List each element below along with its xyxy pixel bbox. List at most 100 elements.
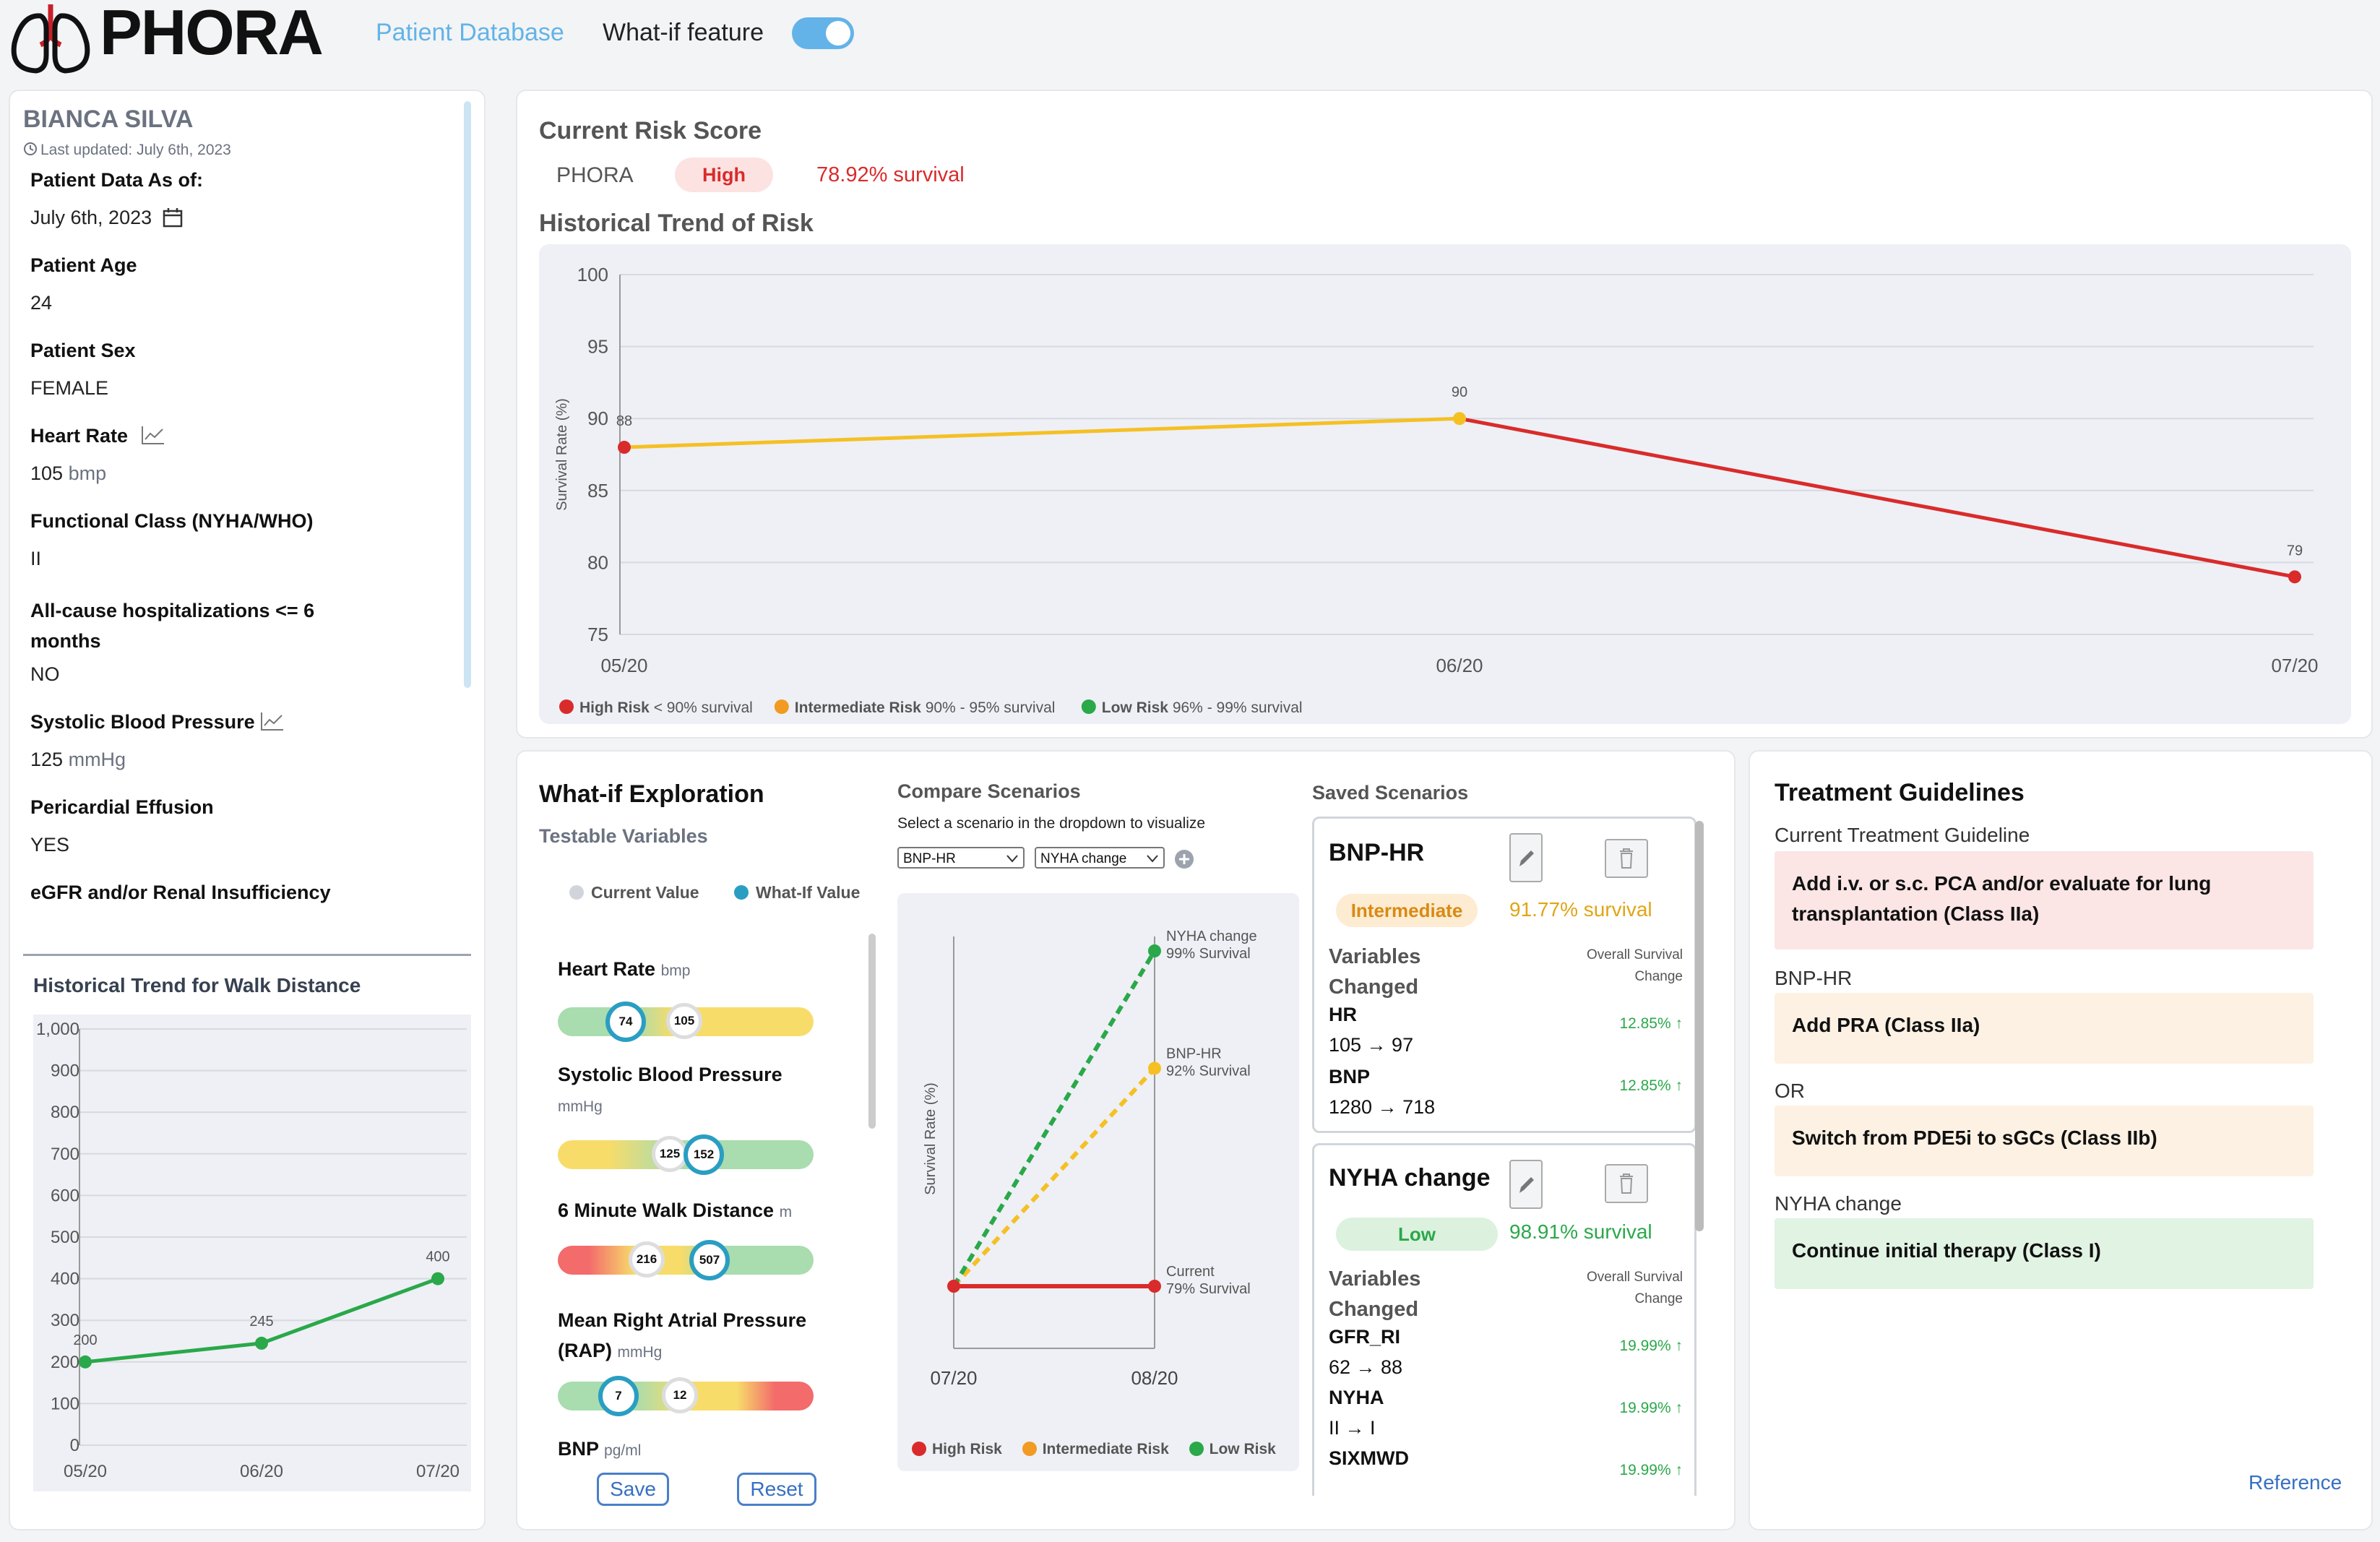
data-point [618,441,631,455]
legend-label: Intermediate Risk [1042,1441,1169,1457]
legend-dot [1081,699,1096,714]
patient-fields-scroll[interactable]: Patient Data As of: July 6th, 2023 Patie… [10,169,473,1022]
chevron-down-icon [1006,855,1018,863]
nyha-guideline: Continue initial therapy (Class I) [1775,1218,2314,1289]
whatif-handle[interactable]: 507 [689,1240,730,1280]
risk-level-badge: High [675,158,773,192]
survival-change-label: Overall Survival Change [1586,1270,1683,1306]
pericardial-value: YES [30,834,70,856]
current-handle[interactable]: 216 [629,1241,665,1278]
or-label: OR [1775,1080,1805,1102]
calendar-icon[interactable] [162,207,184,228]
y-tick-label: 100 [51,1394,79,1413]
rap-slider[interactable]: 12 7 [558,1376,814,1416]
variables-scrollbar[interactable] [868,934,876,1129]
walk-chart-area: 0 100 200 300 400 500 600 700 800 900 1,000 05/20 06… [33,1015,471,1491]
trend-chart-icon[interactable] [260,711,285,731]
current-dot [569,885,584,900]
add-scenario-icon[interactable] [1173,848,1195,870]
current-handle[interactable]: 12 [662,1377,698,1413]
bnp-guideline: Add PRA (Class IIa) [1775,993,2314,1064]
data-point [255,1336,268,1350]
data-point [1453,412,1466,426]
walk-distance-chart: 0 100 200 300 400 500 600 700 800 900 1,000 05/20 06… [36,1020,467,1481]
data-as-of-date: July 6th, 2023 [30,207,152,228]
scenario-survival-label: 92% Survival [1166,1063,1251,1079]
x-tick-label: 07/20 [930,1367,977,1389]
compare-chart-area: Survival Rate (%) 07/20 08/20 Current 79% Su… [897,893,1299,1471]
sex-value: FEMALE [30,377,109,399]
whatif-handle[interactable]: 152 [684,1134,724,1175]
variables-scroll[interactable]: Heart Rate bmp 105 74 Systolic Blood Pre… [517,925,893,1474]
delete-button[interactable] [1605,1164,1648,1203]
var-heart-rate-label: Heart Rate bmp [558,958,690,981]
delete-button[interactable] [1605,839,1648,878]
scenario-survival: 98.91% survival [1509,1220,1652,1243]
data-point [79,1355,92,1369]
legend-item-high: High Risk [912,1441,1002,1457]
scenario-level-badge: Low [1336,1218,1498,1251]
clock-icon [24,142,37,155]
scenario-card[interactable]: NYHA change Low 98.91% survival Variable… [1312,1143,1696,1496]
hospitalizations-label: All-cause hospitalizations <= 6 months [30,600,315,652]
var-change: 105 → 97 [1329,1034,1414,1056]
saved-scroll[interactable]: BNP-HR Intermediate 91.77% survival Vari… [1312,817,1702,1496]
scenario-select-1[interactable]: BNP-HR [897,847,1025,869]
scenario-card[interactable]: BNP-HR Intermediate 91.77% survival Vari… [1312,817,1696,1133]
var-sbp-unit: mmHg [558,1098,603,1115]
reset-button[interactable]: Reset [737,1473,816,1506]
y-tick-label: 80 [587,551,608,573]
walk-slider[interactable]: 216 507 [558,1240,814,1280]
patient-scrollbar[interactable] [464,101,471,688]
legend-dot [912,1442,926,1456]
current-legend-label: Current Value [591,883,699,902]
var-label: 6 Minute Walk Distance [558,1199,775,1221]
reference-link[interactable]: Reference [2249,1471,2342,1494]
y-tick-label: 85 [587,480,608,501]
compare-title: Compare Scenarios [897,780,1081,802]
whatif-handle[interactable]: 74 [605,1002,646,1042]
nav-patient-database[interactable]: Patient Database [376,19,564,46]
legend-label: High Risk [932,1441,1002,1457]
current-handle[interactable]: 105 [666,1003,702,1039]
risk-trend-title: Historical Trend of Risk [539,210,814,237]
legend-name: High Risk [579,699,654,716]
y-tick-label: 100 [577,264,608,285]
saved-scrollbar[interactable] [1695,821,1704,1231]
heart-rate-slider[interactable]: 105 74 [558,1002,814,1042]
save-button[interactable]: Save [597,1473,669,1506]
x-tick-label: 05/20 [64,1462,107,1481]
trash-icon [1620,848,1633,869]
whatif-handle[interactable]: 7 [598,1376,639,1416]
var-name: GFR_RI [1329,1326,1401,1348]
lungs-icon [11,4,90,74]
heart-rate-value: 105 bmp [30,462,106,485]
legend-dot [559,699,574,714]
whatif-subtitle: Testable Variables [539,825,708,847]
var-unit: m [779,1204,793,1220]
scenario-survival: 91.77% survival [1509,898,1652,921]
var-name: SIXMWD [1329,1447,1409,1469]
current-handle[interactable]: 125 [652,1136,688,1172]
legend-item-low: Low Risk [1189,1441,1276,1457]
whatif-legend-label: What-If Value [756,883,861,902]
x-tick-label: 08/20 [1131,1367,1178,1389]
whatif-title: What-if Exploration [539,780,764,808]
data-point [431,1272,444,1285]
scenario-end-point [1148,1280,1161,1293]
whatif-card: What-if Exploration Testable Variables C… [516,750,1736,1530]
trend-chart-icon[interactable] [141,425,165,445]
edit-button[interactable] [1509,833,1543,882]
sex-label: Patient Sex [30,340,136,361]
legend-label: Low Risk [1209,1441,1276,1457]
data-as-of-value[interactable]: July 6th, 2023 [30,207,184,229]
var-walk-label: 6 Minute Walk Distance m [558,1199,792,1222]
scenario-survival-label: 79% Survival [1166,1281,1251,1297]
var-label: Mean Right Atrial Pressure (RAP) [558,1309,807,1361]
scenario-select-2[interactable]: NYHA change [1035,847,1165,869]
edit-button[interactable] [1509,1160,1543,1209]
y-tick-label: 600 [51,1186,79,1205]
sbp-slider[interactable]: 125 152 [558,1134,814,1175]
data-as-of-label: Patient Data As of: [30,169,204,191]
whatif-toggle[interactable] [792,17,854,49]
